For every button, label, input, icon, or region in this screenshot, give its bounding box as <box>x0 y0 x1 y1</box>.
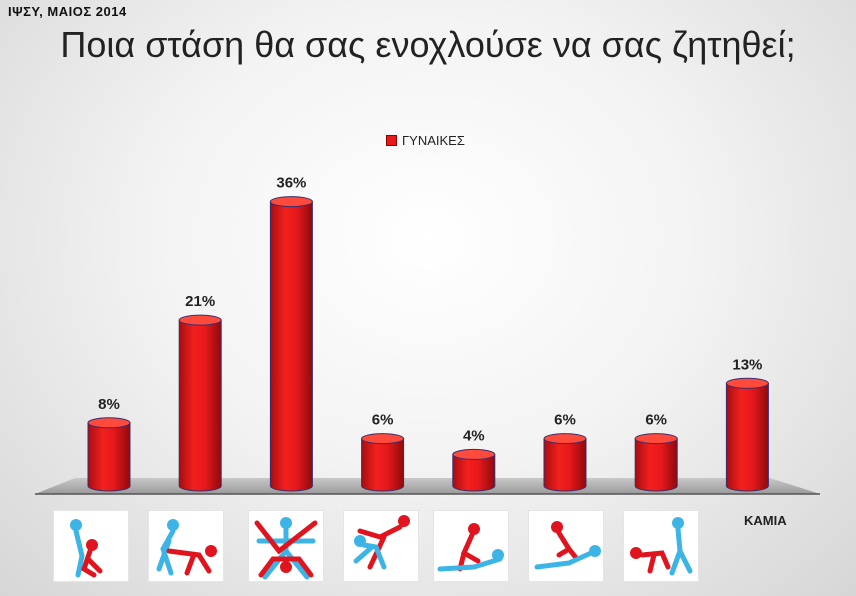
bar-body <box>87 422 131 492</box>
icon-box-1 <box>53 510 129 582</box>
position-4-icon <box>353 515 410 570</box>
bar-data-label: 13% <box>732 356 762 373</box>
bar-data-label: 6% <box>645 412 667 429</box>
position-5-icon <box>437 523 504 572</box>
bar-data-label: 6% <box>554 412 576 429</box>
bar-4: 6% <box>361 412 405 492</box>
bar-body <box>725 382 769 492</box>
bar-body <box>452 453 496 492</box>
position-2-icon <box>156 519 217 576</box>
position-7-icon <box>630 517 693 576</box>
bar-3: 36% <box>269 175 313 492</box>
category-label-none: ΚΑΜΙΑ <box>744 513 787 528</box>
bar-body <box>178 319 222 492</box>
bar-data-label: 4% <box>463 427 485 444</box>
icon-box-7 <box>623 510 699 582</box>
bar-2: 21% <box>178 293 222 492</box>
bar-body <box>269 201 313 492</box>
icon-box-4 <box>343 510 419 582</box>
bar-5: 4% <box>452 427 496 492</box>
bar-top <box>634 433 678 445</box>
chart-title: Ποια στάση θα σας ενοχλούσε να σας ζητηθ… <box>60 24 796 65</box>
bar-1: 8% <box>87 396 131 492</box>
legend-label: ΓΥΝΑΙΚΕΣ <box>402 133 465 148</box>
bar-top <box>543 433 587 445</box>
bar-6: 6% <box>543 412 587 492</box>
bar-top <box>178 314 222 326</box>
bar-body <box>543 438 587 492</box>
position-3-icon <box>254 517 318 580</box>
bar-data-label: 36% <box>276 175 306 192</box>
icon-box-6 <box>528 510 604 582</box>
bar-top <box>269 196 313 208</box>
legend-swatch <box>386 135 397 146</box>
bar-body <box>361 438 405 492</box>
position-1-icon <box>70 519 103 578</box>
source-note: ΙΨΣΥ, ΜΑΙΟΣ 2014 <box>8 4 127 19</box>
icon-box-2 <box>148 510 224 582</box>
bar-8: 13% <box>725 356 769 492</box>
bar-7: 6% <box>634 412 678 492</box>
bar-top <box>725 377 769 389</box>
bar-data-label: 21% <box>185 293 215 310</box>
bar-top <box>452 448 496 460</box>
bar-body <box>634 438 678 492</box>
icon-box-5 <box>433 510 509 582</box>
bar-top <box>361 433 405 445</box>
bar-top <box>87 417 131 429</box>
legend: ΓΥΝΑΙΚΕΣ <box>386 133 465 148</box>
position-6-icon <box>534 521 601 570</box>
icon-box-3 <box>248 510 324 582</box>
bar-data-label: 6% <box>372 412 394 429</box>
bar-data-label: 8% <box>98 396 120 413</box>
chart-floor <box>35 478 820 494</box>
